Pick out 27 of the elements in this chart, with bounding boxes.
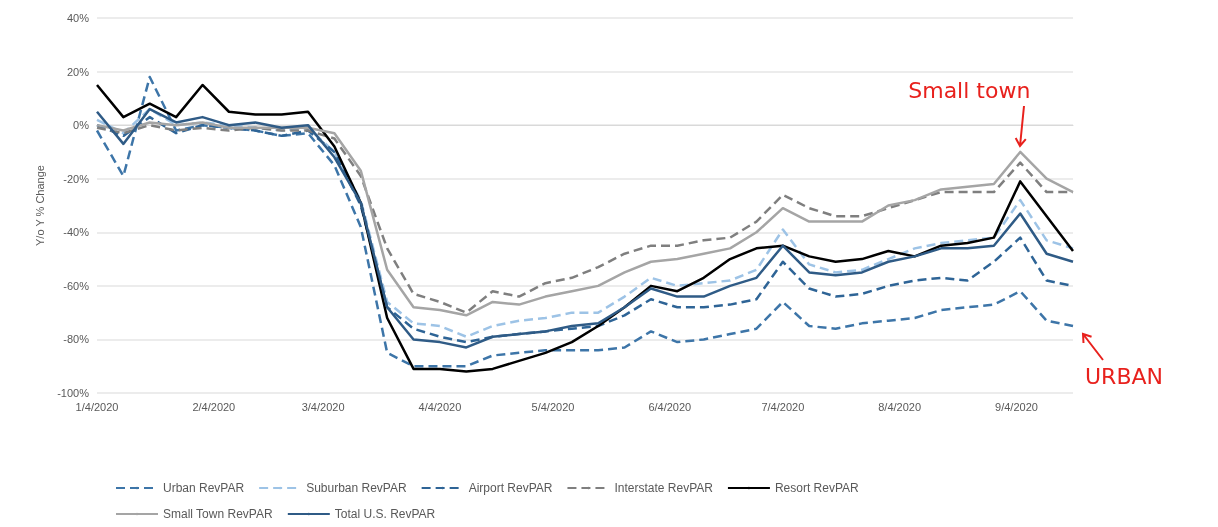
y-tick-label: 40% — [66, 12, 90, 24]
y-tick-label: 20% — [66, 65, 90, 78]
y-tick-label: -100% — [57, 387, 90, 399]
legend-label: Airport RevPAR — [468, 481, 553, 495]
annotation: URBAN — [1085, 364, 1163, 390]
x-tick-label: 8/4/2020 — [878, 400, 922, 413]
x-tick-label: 7/4/2020 — [761, 400, 805, 413]
y-tick-label: -40% — [63, 226, 90, 239]
x-tick-label: 6/4/2020 — [648, 400, 692, 413]
legend-label: Interstate RevPAR — [614, 481, 714, 495]
legend-label: Urban RevPAR — [163, 481, 245, 495]
y-tick-label: -80% — [63, 333, 90, 346]
x-tick-label: 1/4/2020 — [75, 400, 119, 413]
x-tick-label: 9/4/2020 — [995, 400, 1038, 413]
y-axis-title: Y/o Y % Change — [33, 165, 46, 246]
x-tick-label: 5/4/2020 — [531, 400, 575, 413]
y-tick-label: 0% — [73, 119, 90, 132]
x-tick-label: 3/4/2020 — [301, 400, 345, 413]
x-tick-label: 4/4/2020 — [418, 400, 462, 413]
y-tick-label: -60% — [63, 279, 90, 292]
legend-label: Resort RevPAR — [774, 481, 860, 495]
legend-label: Suburban RevPAR — [306, 481, 407, 495]
legend-label: Total U.S. RevPAR — [334, 507, 436, 521]
y-tick-label: -20% — [63, 172, 90, 185]
x-tick-label: 2/4/2020 — [192, 400, 236, 413]
legend-label: Small Town RevPAR — [163, 507, 273, 521]
annotation: Small town — [908, 77, 1031, 103]
